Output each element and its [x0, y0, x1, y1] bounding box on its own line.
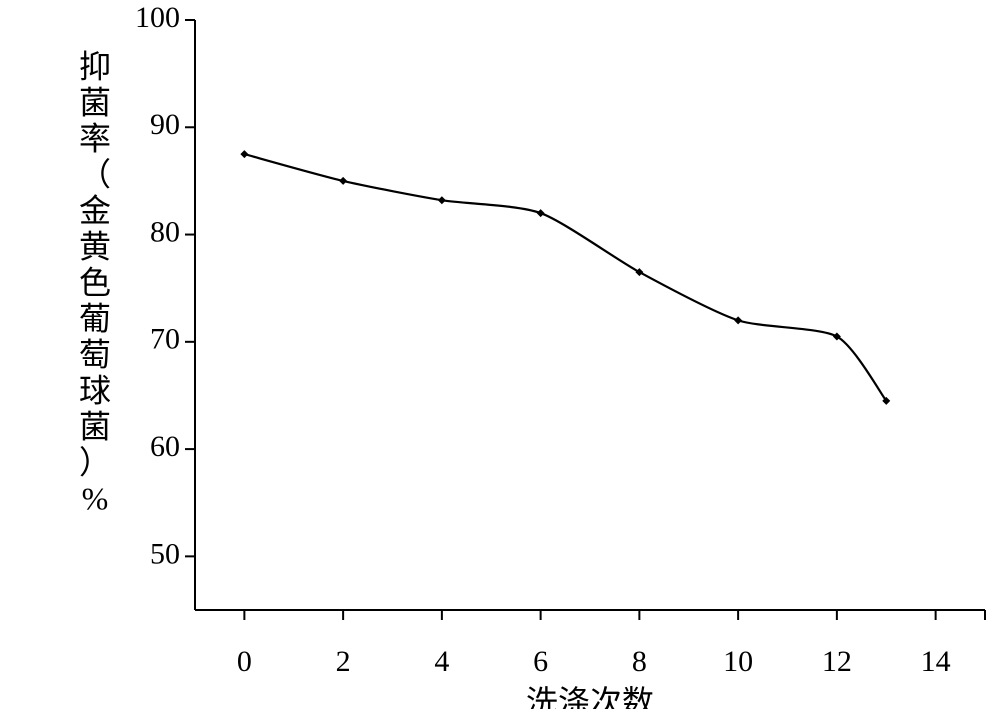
y-axis-title-char: 萄 [79, 336, 111, 372]
y-axis-title-char: % [82, 480, 109, 516]
x-axis-title: 洗涤次数 [526, 684, 654, 709]
y-axis-title-char: ） [79, 444, 111, 480]
x-tick-label: 14 [921, 645, 951, 678]
x-tick-label: 2 [336, 645, 351, 678]
y-axis-title-char: 抑 [79, 48, 111, 84]
y-axis-title-char: 菌 [79, 408, 111, 444]
y-tick-label: 100 [135, 1, 180, 34]
y-tick-label: 80 [150, 215, 180, 248]
x-tick-label: 10 [723, 645, 753, 678]
y-tick-label: 90 [150, 108, 180, 141]
y-tick-label: 70 [150, 323, 180, 356]
x-tick-label: 6 [533, 645, 548, 678]
y-tick-label: 60 [150, 430, 180, 463]
y-axis-title-char: 金 [79, 192, 111, 228]
y-axis-title-char: 率 [79, 120, 111, 156]
x-tick-label: 12 [822, 645, 852, 678]
line-chart: 024681012145060708090100洗涤次数抑菌率（金黄色葡萄球菌）… [0, 0, 1000, 709]
y-axis-title-char: 菌 [79, 84, 111, 120]
y-axis-title-char: 色 [79, 264, 111, 300]
x-tick-label: 8 [632, 645, 647, 678]
x-tick-label: 4 [434, 645, 449, 678]
y-axis-title-char: 黄 [79, 228, 111, 264]
chart-svg: 024681012145060708090100洗涤次数抑菌率（金黄色葡萄球菌）… [0, 0, 1000, 709]
y-axis-title-char: 球 [79, 372, 111, 408]
x-tick-label: 0 [237, 645, 252, 678]
y-axis-title-char: 葡 [79, 300, 111, 336]
y-tick-label: 50 [150, 537, 180, 570]
y-axis-title: 抑菌率（金黄色葡萄球菌）% [79, 48, 111, 516]
y-axis-title-char: （ [79, 156, 111, 192]
